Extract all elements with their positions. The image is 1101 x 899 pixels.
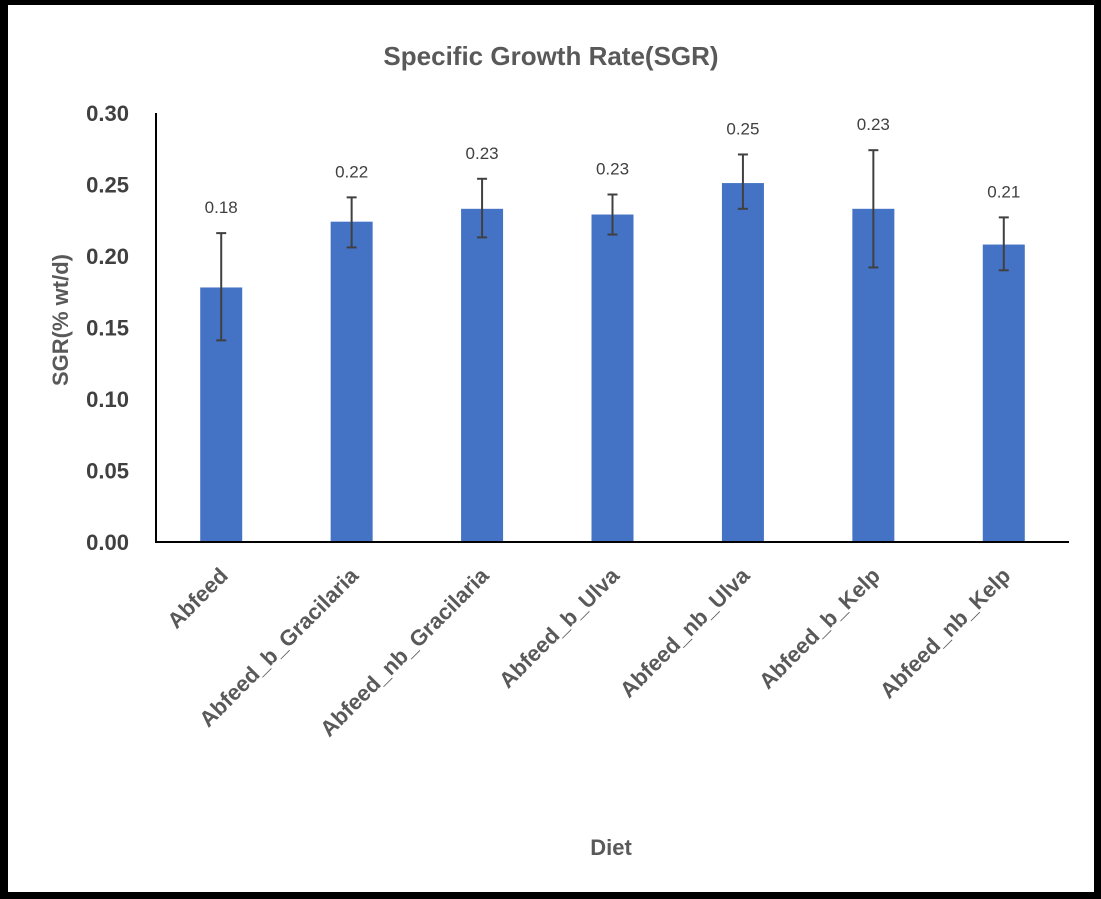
error-bar [477,177,488,239]
bar [591,214,634,542]
y-tick-label: 0.20 [86,244,129,269]
y-tick-label: 0.30 [86,101,129,126]
y-tick-label: 0.05 [86,459,129,484]
y-tick-label: 0.00 [86,530,129,555]
error-bar [216,232,227,342]
x-tick-label: Abfeed_b_Kelp [754,563,885,694]
data-label: 0.23 [466,144,499,163]
chart-frame: Specific Growth Rate(SGR) SGR(% wt/d) Di… [8,5,1094,892]
data-label: 0.23 [857,115,890,134]
y-tick-label: 0.15 [86,316,129,341]
y-tick-label: 0.10 [86,387,129,412]
x-tick-label: Abfeed_nb_Kelp [875,563,1015,703]
data-label: 0.22 [335,162,368,181]
error-bars [216,149,1009,342]
error-bar [607,193,618,236]
bar [982,244,1025,542]
error-bar [737,153,748,210]
bar [721,183,764,542]
data-label: 0.21 [987,182,1020,201]
error-bar [346,196,357,249]
data-label: 0.18 [205,198,238,217]
error-bar [868,149,879,269]
x-axis-title: Diet [590,835,632,860]
bar [330,221,373,542]
y-tick-labels: 0.00 0.05 0.10 0.15 0.20 0.25 0.30 [86,101,129,555]
chart-title: Specific Growth Rate(SGR) [383,41,718,71]
data-label: 0.23 [596,160,629,179]
data-labels: 0.18 0.22 0.23 0.23 0.25 0.23 0.21 [205,115,1021,217]
y-tick-label: 0.25 [86,173,129,198]
y-axis-title: SGR(% wt/d) [48,254,73,386]
bars [200,183,1025,542]
data-label: 0.25 [726,119,759,138]
bar [461,208,504,542]
x-tick-label: Abfeed_b_Ulva [494,562,625,693]
chart-svg: Specific Growth Rate(SGR) SGR(% wt/d) Di… [48,41,1069,860]
x-tick-label: Abfeed [162,563,232,633]
x-tick-labels: AbfeedAbfeed_b_GracilariaAbfeed_nb_Graci… [162,562,1015,741]
x-tick-label: Abfeed_nb_Ulva [615,562,755,702]
error-bar [998,216,1009,272]
